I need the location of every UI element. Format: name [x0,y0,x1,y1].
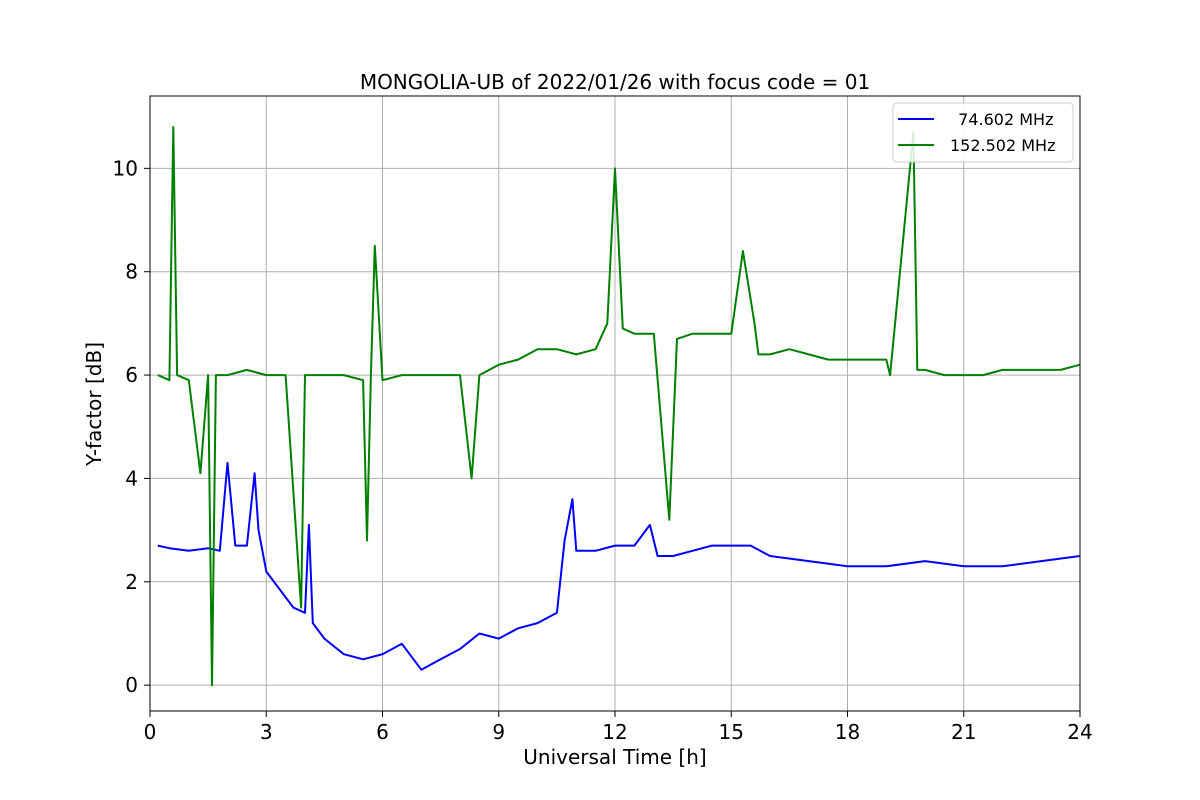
y-tick-label: 10 [113,156,138,180]
x-tick-label: 9 [492,720,505,744]
x-tick-label: 0 [144,720,157,744]
x-tick-label: 18 [835,720,860,744]
x-tick-label: 15 [719,720,744,744]
y-tick-label: 8 [125,260,138,284]
x-tick-label: 3 [260,720,273,744]
series-line-152mhz [157,126,1081,687]
x-axis-ticks: 0 3 6 9 12 15 18 21 24 [144,711,1093,744]
legend-box [892,102,1074,163]
series-lines [157,126,1081,687]
legend-label-152mhz: 152.502 MHz [950,136,1055,155]
x-tick-label: 21 [951,720,976,744]
x-tick-label: 12 [602,720,627,744]
y-axis-label: Y-factor [dB] [82,342,106,467]
y-tick-label: 2 [125,570,138,594]
y-tick-label: 0 [125,673,138,697]
x-tick-label: 6 [376,720,389,744]
legend: 74.602 MHz 152.502 MHz [892,102,1074,163]
y-axis-ticks: 0 2 4 6 8 10 [113,156,150,697]
y-tick-label: 4 [125,466,138,490]
x-tick-label: 24 [1067,720,1092,744]
series-line-74mhz [157,461,1081,671]
chart-title: MONGOLIA-UB of 2022/01/26 with focus cod… [360,70,870,94]
x-axis-label: Universal Time [h] [523,745,706,769]
legend-label-74mhz: 74.602 MHz [948,110,1053,129]
y-tick-label: 6 [125,363,138,387]
